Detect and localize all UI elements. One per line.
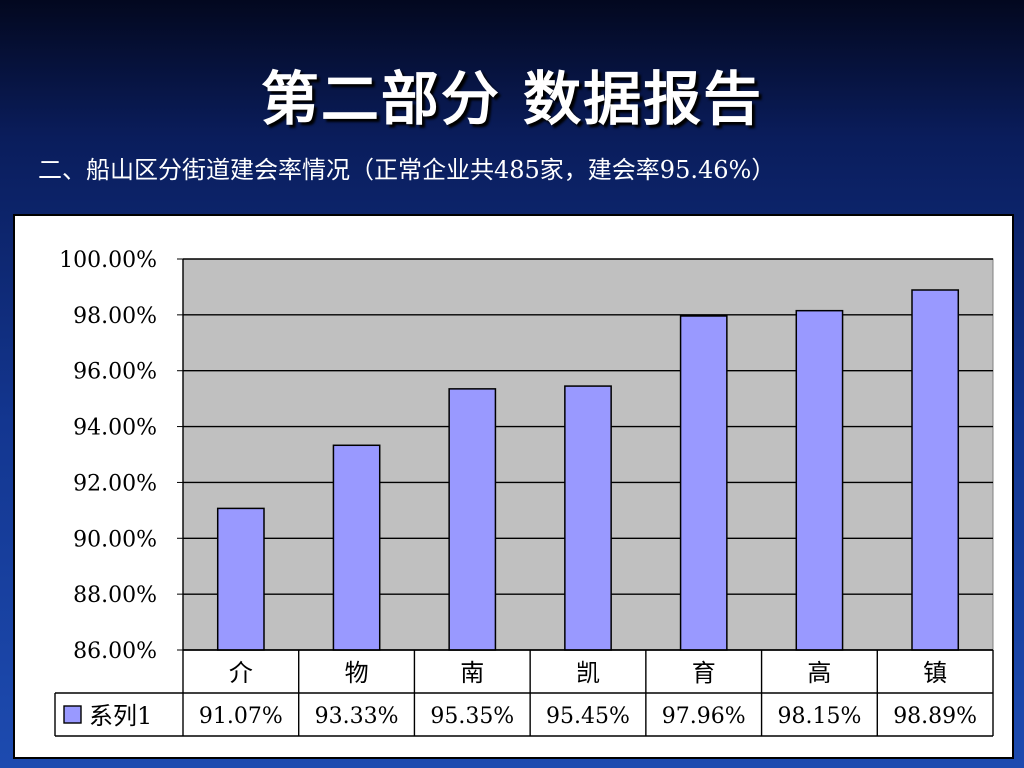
bar: [564, 385, 612, 651]
category-label: 高: [807, 659, 831, 687]
category-label: 育: [692, 659, 716, 687]
y-tick-label: 92.00%: [73, 471, 157, 496]
y-tick-label: 100.00%: [59, 248, 157, 273]
y-tick-label: 90.00%: [73, 527, 157, 552]
data-label: 98.89%: [893, 704, 977, 729]
y-tick-label: 94.00%: [73, 416, 157, 441]
bar-chart: 100.00% 98.00% 96.00% 94.00% 92.00% 90.00% 88.…: [54, 248, 994, 737]
y-tick-label: 88.00%: [73, 583, 157, 608]
bar: [679, 315, 728, 651]
bar: [216, 507, 265, 651]
data-label: 98.15%: [777, 704, 861, 729]
y-tick-label: 86.00%: [73, 639, 157, 664]
bar: [448, 388, 497, 651]
bar: [911, 289, 960, 651]
slide-subtitle: 二、船山区分街道建会率情况（正常企业共485家，建会率95.46%）: [38, 156, 776, 184]
bar: [332, 444, 381, 651]
slide-title: 第二部分 数据报告: [260, 65, 764, 133]
data-label: 95.35%: [430, 704, 514, 729]
data-label: 95.45%: [546, 704, 630, 729]
legend-label: 系列1: [89, 702, 152, 730]
category-label: 南: [460, 659, 484, 687]
data-label: 93.33%: [315, 704, 399, 729]
data-label: 97.96%: [662, 704, 746, 729]
category-label: 介: [229, 659, 253, 687]
category-label: 镇: [923, 659, 947, 687]
y-tick-label: 98.00%: [73, 304, 157, 329]
category-label: 凯: [576, 659, 600, 687]
y-tick-label: 96.00%: [73, 360, 157, 385]
bar: [795, 309, 844, 651]
data-label: 91.07%: [199, 704, 283, 729]
chart-panel: 100.00% 98.00% 96.00% 94.00% 92.00% 90.00% 88.…: [13, 214, 1014, 759]
category-label: 物: [345, 659, 369, 687]
legend-key: [63, 705, 82, 724]
